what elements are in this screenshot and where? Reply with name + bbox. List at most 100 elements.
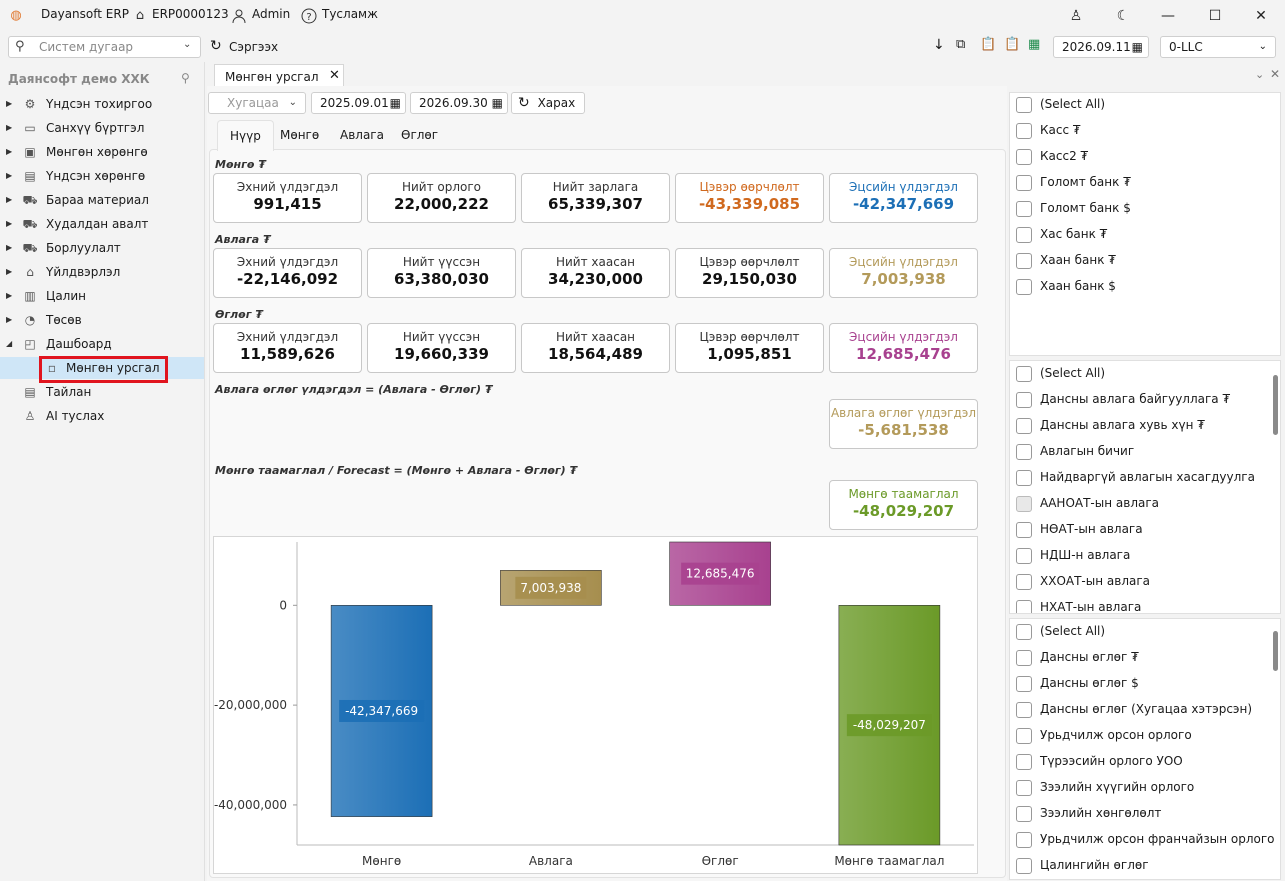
checkbox-label[interactable]: НӨАТ-ын авлага xyxy=(1040,522,1143,536)
checkbox-label[interactable]: Дансны авлага байгууллага ₮ xyxy=(1040,392,1231,406)
expand-arrow-icon[interactable]: ▶ xyxy=(6,195,13,204)
view-button[interactable]: ↻ Харах xyxy=(511,92,585,114)
checkbox-label[interactable]: Дансны авлага хувь хүн ₮ xyxy=(1040,418,1205,432)
scrollbar[interactable] xyxy=(1273,375,1278,435)
paste-icon[interactable]: 📋 xyxy=(980,37,997,52)
close-all-icon[interactable]: ✕ xyxy=(1270,67,1281,81)
checkbox[interactable] xyxy=(1016,754,1032,770)
checkbox-label[interactable]: ААНОАТ-ын авлага xyxy=(1040,496,1159,510)
checkbox[interactable] xyxy=(1016,858,1032,874)
calendar-icon[interactable]: ▦ xyxy=(389,96,401,110)
maximize-button[interactable]: ☐ xyxy=(1208,8,1222,24)
paste-special-icon[interactable]: 📋 xyxy=(1004,37,1021,52)
expand-arrow-icon[interactable]: ▶ xyxy=(6,267,13,276)
sidebar-item[interactable]: ▶ ⛟ Худалдан авалт xyxy=(0,213,204,235)
expand-arrow-icon[interactable]: ▶ xyxy=(6,147,13,156)
minimize-button[interactable]: — xyxy=(1161,8,1175,24)
home-icon[interactable]: ⌂ xyxy=(135,8,145,23)
company-select[interactable]: 0-LLC ⌄ xyxy=(1160,36,1276,58)
download-icon[interactable]: ↓ xyxy=(933,37,945,53)
checkbox[interactable] xyxy=(1016,201,1032,217)
refresh-button[interactable]: Сэргээх xyxy=(229,40,279,54)
checkbox[interactable] xyxy=(1016,650,1032,666)
from-date-field[interactable]: 2025.09.01 ▦ xyxy=(311,92,406,114)
checkbox[interactable] xyxy=(1016,728,1032,744)
checkbox-label[interactable]: Цалингийн өглөг xyxy=(1040,858,1149,872)
checkbox-label[interactable]: Дансны өглөг ₮ xyxy=(1040,650,1139,664)
checkbox[interactable] xyxy=(1016,175,1032,191)
checkbox[interactable] xyxy=(1016,253,1032,269)
checkbox-label[interactable]: (Select All) xyxy=(1040,97,1106,111)
checkbox-label[interactable]: Дансны өглөг (Хугацаа хэтэрсэн) xyxy=(1040,702,1253,716)
sidebar-item[interactable]: ▤ Тайлан xyxy=(0,381,204,403)
chevron-down-icon[interactable]: ⌄ xyxy=(288,97,297,108)
checkbox[interactable] xyxy=(1016,149,1032,165)
tab-home[interactable]: Нүүр xyxy=(217,120,274,151)
checkbox[interactable] xyxy=(1016,780,1032,796)
tab-payable[interactable]: Өглөг xyxy=(401,128,439,142)
checkbox-label[interactable]: Зээлийн хүүгийн орлого xyxy=(1040,780,1195,794)
checkbox[interactable] xyxy=(1016,366,1032,382)
sidebar-item[interactable]: ▶ ◔ Төсөв xyxy=(0,309,204,331)
sidebar-item[interactable]: ▶ ▥ Цалин xyxy=(0,285,204,307)
copy-icon[interactable]: ⧉ xyxy=(956,37,966,52)
sidebar-item[interactable]: ▶ ▣ Мөнгөн хөрөнгө xyxy=(0,141,204,163)
period-select[interactable]: Хугацаа ⌄ xyxy=(208,92,306,114)
checkbox-label[interactable]: Найдваргүй авлагын хасагдуулга xyxy=(1040,470,1255,484)
checkbox[interactable] xyxy=(1016,418,1032,434)
system-number-input[interactable]: ⚲ Систем дугаар ⌄ xyxy=(8,36,201,58)
expand-arrow-icon[interactable]: ▶ xyxy=(6,171,13,180)
checkbox-label[interactable]: Голомт банк ₮ xyxy=(1040,175,1131,189)
user-icon[interactable] xyxy=(231,8,247,24)
checkbox[interactable] xyxy=(1016,624,1032,640)
dark-mode-icon[interactable]: ☾ xyxy=(1116,8,1130,24)
sidebar-item[interactable]: ▶ ⛟ Борлуулалт xyxy=(0,237,204,259)
expand-arrow-icon[interactable]: ▶ xyxy=(6,243,13,252)
checkbox-label[interactable]: Хаан банк ₮ xyxy=(1040,253,1116,267)
calendar-icon[interactable]: ▦ xyxy=(1131,40,1143,54)
checkbox-label[interactable]: Хаан банк $ xyxy=(1040,279,1116,293)
calculator-icon[interactable]: ▦ xyxy=(1028,37,1041,52)
scrollbar[interactable] xyxy=(1273,631,1278,671)
checkbox-label[interactable]: Урьдчилж орсон франчайзын орлого xyxy=(1040,832,1275,846)
erp-code[interactable]: ERP0000123 xyxy=(152,7,229,21)
checkbox-label[interactable]: Дансны өглөг $ xyxy=(1040,676,1139,690)
sidebar-item[interactable]: ◢ ◰ Дашбоард xyxy=(0,333,204,355)
checkbox[interactable] xyxy=(1016,123,1032,139)
checkbox-label[interactable]: НХАТ-ын авлага xyxy=(1040,600,1142,614)
checkbox[interactable] xyxy=(1016,97,1032,113)
user-name[interactable]: Admin xyxy=(252,7,291,21)
refresh-icon[interactable]: ↻ xyxy=(210,38,222,54)
checkbox[interactable] xyxy=(1016,279,1032,295)
checkbox[interactable] xyxy=(1016,600,1032,613)
checkbox[interactable] xyxy=(1016,806,1032,822)
tab-money[interactable]: Мөнгө xyxy=(280,128,320,142)
sidebar-item[interactable]: ▶ ▭ Санхүү бүртгэл xyxy=(0,117,204,139)
sidebar-item[interactable]: ▶ ⛟ Бараа материал xyxy=(0,189,204,211)
checkbox[interactable] xyxy=(1016,702,1032,718)
assistant-icon[interactable]: ♙ xyxy=(1069,8,1083,24)
pin-icon[interactable]: ⚲ xyxy=(181,71,190,85)
calendar-icon[interactable]: ▦ xyxy=(491,96,503,110)
help-link[interactable]: Тусламж xyxy=(322,7,378,21)
help-icon[interactable]: ? xyxy=(301,8,317,24)
sidebar-item[interactable]: ▶ ⚙ Үндсэн тохиргоо xyxy=(0,93,204,115)
checkbox-label[interactable]: Хас банк ₮ xyxy=(1040,227,1108,241)
expand-arrow-icon[interactable]: ▶ xyxy=(6,291,13,300)
expand-arrow-icon[interactable]: ▶ xyxy=(6,123,13,132)
to-date-field[interactable]: 2026.09.30 ▦ xyxy=(410,92,508,114)
checkbox-label[interactable]: (Select All) xyxy=(1040,366,1106,380)
checkbox[interactable] xyxy=(1016,470,1032,486)
checkbox[interactable] xyxy=(1016,522,1032,538)
checkbox-label[interactable]: Касс ₮ xyxy=(1040,123,1081,137)
expanded-arrow-icon[interactable]: ◢ xyxy=(6,339,13,348)
checkbox[interactable] xyxy=(1016,548,1032,564)
checkbox-label[interactable]: Зээлийн хөнгөлөлт xyxy=(1040,806,1162,820)
expand-arrow-icon[interactable]: ▶ xyxy=(6,315,13,324)
close-window-button[interactable]: ✕ xyxy=(1255,8,1267,24)
tab-receivable[interactable]: Авлага xyxy=(340,128,384,142)
checkbox-label[interactable]: ХХОАТ-ын авлага xyxy=(1040,574,1150,588)
checkbox-label[interactable]: Авлагын бичиг xyxy=(1040,444,1135,458)
chevron-down-icon[interactable]: ⌄ xyxy=(183,39,192,50)
checkbox-label[interactable]: Урьдчилж орсон орлого xyxy=(1040,728,1192,742)
